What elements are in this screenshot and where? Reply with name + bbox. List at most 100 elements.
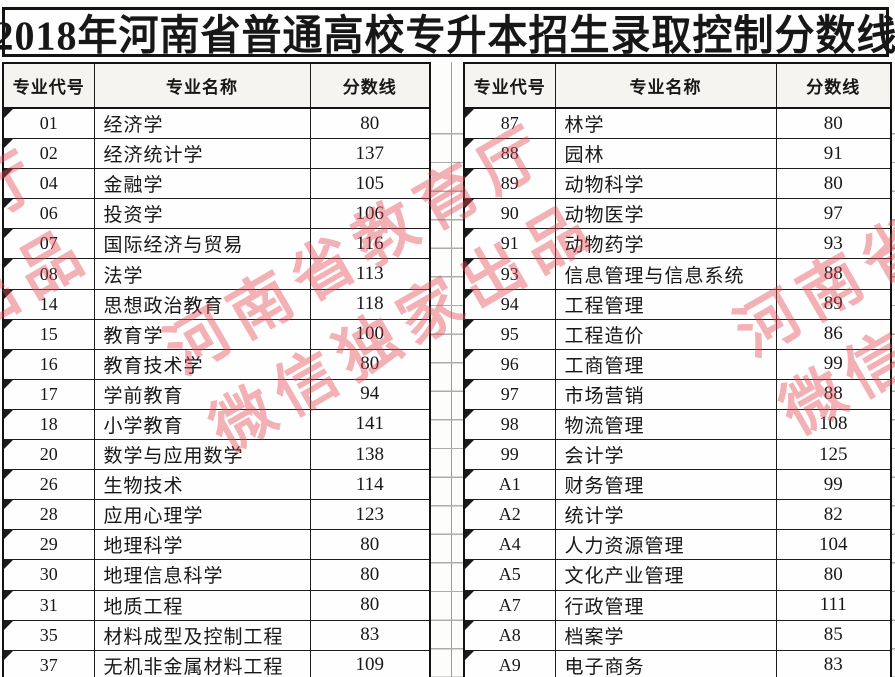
- major-name-cell: 市场营销: [554, 378, 777, 410]
- major-name-cell: 地理科学: [93, 529, 311, 561]
- score-line-cell: 111: [775, 589, 892, 621]
- major-code-cell: 35: [2, 619, 95, 651]
- title-bar: 2018年河南省普通高校专升本招生录取控制分数线: [0, 7, 895, 59]
- major-name-cell: 教育技术学: [93, 348, 311, 380]
- major-name-cell: 经济学: [93, 107, 311, 140]
- major-code-cell: 07: [2, 228, 95, 260]
- major-code-cell: 15: [2, 318, 95, 350]
- score-line-cell: 85: [775, 619, 892, 651]
- major-code-cell: A1: [463, 469, 556, 501]
- score-line-cell: 80: [309, 589, 431, 621]
- score-line-cell: 80: [775, 168, 892, 200]
- column-header-score-line: 分数线: [775, 62, 892, 109]
- score-line-cell: 118: [309, 288, 431, 320]
- score-line-cell: 82: [775, 499, 892, 531]
- score-line-cell: 80: [309, 107, 431, 140]
- table-row: 98 物流管理 108: [463, 408, 892, 441]
- major-name-cell: 文化产业管理: [554, 559, 777, 591]
- score-line-cell: 108: [775, 408, 892, 441]
- major-name-cell: 园林: [554, 138, 777, 170]
- table-row: 30 地理信息科学 80: [2, 559, 431, 591]
- table-row: 37 无机非金属材料工程 109: [2, 649, 431, 677]
- score-line-cell: 114: [309, 469, 431, 501]
- major-code-cell: 37: [2, 649, 95, 677]
- major-name-cell: 会计学: [554, 439, 777, 471]
- table-row: 16 教育技术学 80: [2, 348, 431, 380]
- table-row: 07 国际经济与贸易 116: [2, 228, 431, 260]
- score-line-cell: 105: [309, 168, 431, 200]
- table-row: A7 行政管理 111: [463, 589, 892, 621]
- table-row: 28 应用心理学 123: [2, 499, 431, 531]
- major-name-cell: 教育学: [93, 318, 311, 350]
- column-header-major-name: 专业名称: [554, 62, 777, 109]
- table-row: 17 学前教育 94: [2, 378, 431, 410]
- major-name-cell: 人力资源管理: [554, 529, 777, 561]
- major-code-cell: A9: [463, 649, 556, 677]
- table-row: 08 法学 113: [2, 258, 431, 290]
- table-row: 15 教育学 100: [2, 318, 431, 350]
- major-name-cell: 信息管理与信息系统: [554, 258, 777, 290]
- major-name-cell: 生物技术: [93, 469, 311, 501]
- score-line-cell: 80: [775, 107, 892, 140]
- score-line-cell: 97: [775, 198, 892, 230]
- table-row: 89 动物科学 80: [463, 168, 892, 200]
- major-code-cell: 04: [2, 168, 95, 200]
- score-line-cell: 100: [309, 318, 431, 350]
- table-row: 99 会计学 125: [463, 439, 892, 471]
- major-name-cell: 动物科学: [554, 168, 777, 200]
- major-code-cell: A4: [463, 529, 556, 561]
- major-name-cell: 无机非金属材料工程: [93, 649, 311, 677]
- major-code-cell: 93: [463, 258, 556, 290]
- table-row: 88 园林 91: [463, 138, 892, 170]
- major-name-cell: 应用心理学: [93, 499, 311, 531]
- major-code-cell: A5: [463, 559, 556, 591]
- table-row: 31 地质工程 80: [2, 589, 431, 621]
- major-name-cell: 国际经济与贸易: [93, 228, 311, 260]
- major-name-cell: 工程造价: [554, 318, 777, 350]
- major-name-cell: 学前教育: [93, 378, 311, 410]
- major-code-cell: 91: [463, 228, 556, 260]
- major-code-cell: 87: [463, 107, 556, 140]
- major-name-cell: 统计学: [554, 499, 777, 531]
- major-code-cell: 97: [463, 378, 556, 410]
- table-row: 29 地理科学 80: [2, 529, 431, 561]
- table-row: 14 思想政治教育 118: [2, 288, 431, 320]
- score-line-cell: 83: [775, 649, 892, 677]
- table-row: 94 工程管理 89: [463, 288, 892, 320]
- score-line-cell: 80: [309, 529, 431, 561]
- major-code-cell: 96: [463, 348, 556, 380]
- score-line-cell: 113: [309, 258, 431, 290]
- major-name-cell: 工程管理: [554, 288, 777, 320]
- score-line-cell: 89: [775, 288, 892, 320]
- major-name-cell: 动物医学: [554, 198, 777, 230]
- table-row: 93 信息管理与信息系统 88: [463, 258, 892, 290]
- table-row: 20 数学与应用数学 138: [2, 439, 431, 471]
- score-line-cell: 91: [775, 138, 892, 170]
- table-row: A9 电子商务 83: [463, 649, 892, 677]
- major-name-cell: 数学与应用数学: [93, 439, 311, 471]
- score-line-cell: 80: [309, 559, 431, 591]
- table-row: A2 统计学 82: [463, 499, 892, 531]
- major-name-cell: 物流管理: [554, 408, 777, 441]
- major-code-cell: 31: [2, 589, 95, 621]
- column-header-major-name: 专业名称: [93, 62, 311, 109]
- score-line-cell: 116: [309, 228, 431, 260]
- score-line-cell: 86: [775, 318, 892, 350]
- table-row: A1 财务管理 99: [463, 469, 892, 501]
- major-name-cell: 小学教育: [93, 408, 311, 441]
- score-line-cell: 138: [309, 439, 431, 471]
- table-row: 01 经济学 80: [2, 107, 431, 140]
- major-code-cell: 18: [2, 408, 95, 441]
- header-row: 专业代号 专业名称 分数线: [2, 62, 431, 109]
- major-name-cell: 林学: [554, 107, 777, 140]
- major-name-cell: 行政管理: [554, 589, 777, 621]
- score-line-cell: 99: [775, 469, 892, 501]
- major-name-cell: 法学: [93, 258, 311, 290]
- table-row: 95 工程造价 86: [463, 318, 892, 350]
- table-row: A4 人力资源管理 104: [463, 529, 892, 561]
- table-row: A5 文化产业管理 80: [463, 559, 892, 591]
- score-line-cell: 83: [309, 619, 431, 651]
- score-line-cell: 137: [309, 138, 431, 170]
- table-row: 90 动物医学 97: [463, 198, 892, 230]
- major-code-cell: 14: [2, 288, 95, 320]
